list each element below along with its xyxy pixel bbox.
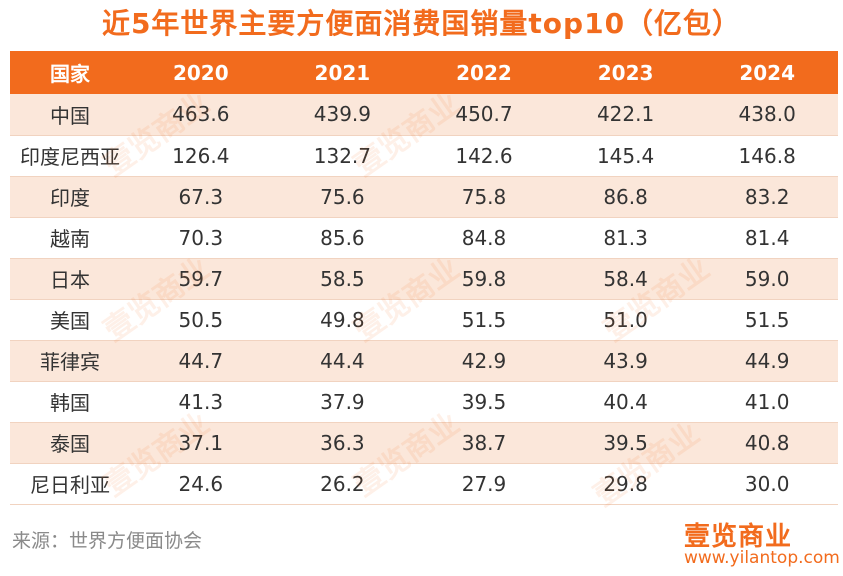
source-note: 来源：世界方便面协会 bbox=[12, 530, 203, 552]
header-year: 2024 bbox=[739, 60, 796, 85]
value-cell: 41.3 bbox=[178, 389, 224, 414]
value-cell: 39.5 bbox=[461, 389, 507, 414]
value-cell: 27.9 bbox=[461, 471, 507, 496]
value-cell: 51.5 bbox=[461, 307, 507, 332]
value-cell: 439.9 bbox=[313, 102, 372, 127]
header-year: 2021 bbox=[314, 60, 371, 85]
brand-logo: 壹览商业 www.yilantop.com bbox=[684, 516, 840, 572]
value-cell: 29.8 bbox=[603, 471, 648, 496]
value-cell: 24.6 bbox=[178, 471, 224, 496]
value-cell: 50.5 bbox=[178, 307, 224, 332]
value-cell: 26.2 bbox=[320, 471, 365, 496]
value-cell: 132.7 bbox=[313, 143, 372, 168]
value-cell: 51.0 bbox=[603, 307, 648, 332]
value-cell: 42.9 bbox=[461, 348, 507, 373]
table-row: 日本 59.7 58.5 59.8 58.4 59.0 bbox=[10, 258, 838, 299]
value-cell: 40.4 bbox=[603, 389, 648, 414]
header-year: 2022 bbox=[456, 60, 512, 85]
country-cell: 印度 bbox=[50, 186, 90, 210]
country-cell: 中国 bbox=[50, 103, 90, 128]
header-country: 国家 bbox=[50, 62, 90, 86]
value-cell: 37.9 bbox=[320, 389, 365, 414]
header-year: 2023 bbox=[597, 60, 654, 85]
value-cell: 51.5 bbox=[744, 307, 790, 332]
value-cell: 86.8 bbox=[603, 184, 648, 209]
value-cell: 59.8 bbox=[461, 266, 507, 291]
table-row: 菲律宾 44.7 44.4 42.9 43.9 44.9 bbox=[10, 340, 838, 381]
table-row: 越南 70.3 85.6 84.8 81.3 81.4 bbox=[10, 217, 838, 258]
table-row: 印度 67.3 75.6 75.8 86.8 83.2 bbox=[10, 176, 838, 217]
value-cell: 81.4 bbox=[744, 225, 790, 250]
table-row: 泰国 37.1 36.3 38.7 39.5 40.8 bbox=[10, 422, 838, 463]
value-cell: 44.4 bbox=[320, 348, 365, 373]
value-cell: 58.4 bbox=[603, 266, 648, 291]
value-cell: 59.7 bbox=[178, 266, 224, 291]
value-cell: 40.8 bbox=[744, 430, 790, 455]
country-cell: 韩国 bbox=[50, 391, 90, 415]
country-cell: 日本 bbox=[50, 268, 90, 292]
value-cell: 463.6 bbox=[172, 102, 230, 127]
value-cell: 41.0 bbox=[744, 389, 790, 414]
value-cell: 85.6 bbox=[320, 225, 365, 250]
value-cell: 438.0 bbox=[738, 102, 796, 127]
value-cell: 38.7 bbox=[461, 430, 507, 455]
value-cell: 67.3 bbox=[178, 184, 224, 209]
value-cell: 146.8 bbox=[738, 143, 796, 168]
table-row: 尼日利亚 24.6 26.2 27.9 29.8 30.0 bbox=[10, 463, 838, 504]
value-cell: 39.5 bbox=[603, 430, 648, 455]
value-cell: 450.7 bbox=[455, 102, 513, 127]
value-cell: 59.0 bbox=[744, 266, 790, 291]
table-row: 韩国 41.3 37.9 39.5 40.4 41.0 bbox=[10, 381, 838, 422]
value-cell: 49.8 bbox=[320, 307, 365, 332]
value-cell: 37.1 bbox=[178, 430, 224, 455]
header-year: 2020 bbox=[172, 60, 229, 85]
value-cell: 44.9 bbox=[744, 348, 790, 373]
value-cell: 58.5 bbox=[320, 266, 365, 291]
logo-url: www.yilantop.com bbox=[684, 548, 840, 568]
value-cell: 70.3 bbox=[178, 225, 224, 250]
country-cell: 越南 bbox=[50, 227, 90, 251]
table-row: 美国 50.5 49.8 51.5 51.0 51.5 bbox=[10, 299, 838, 340]
value-cell: 75.8 bbox=[461, 184, 507, 209]
value-cell: 43.9 bbox=[603, 348, 648, 373]
country-cell: 泰国 bbox=[50, 432, 90, 456]
value-cell: 84.8 bbox=[461, 225, 507, 250]
value-cell: 81.3 bbox=[603, 225, 648, 250]
value-cell: 126.4 bbox=[172, 143, 230, 168]
table-row: 中国 463.6 439.9 450.7 422.1 438.0 bbox=[10, 94, 838, 135]
sales-table: 国家 2020 2021 2022 2023 2024 中国 463.6 439.9… bbox=[10, 51, 838, 505]
country-cell: 菲律宾 bbox=[40, 350, 100, 374]
value-cell: 83.2 bbox=[744, 184, 790, 209]
country-cell: 尼日利亚 bbox=[30, 473, 110, 497]
value-cell: 142.6 bbox=[455, 143, 513, 168]
value-cell: 44.7 bbox=[178, 348, 224, 373]
table-body: 中国 463.6 439.9 450.7 422.1 438.0 印度尼西亚 126.4 132… bbox=[10, 94, 838, 504]
country-cell: 印度尼西亚 bbox=[20, 145, 120, 169]
value-cell: 30.0 bbox=[744, 471, 790, 496]
country-cell: 美国 bbox=[50, 309, 90, 333]
table-header-row: 国家 2020 2021 2022 2023 2024 bbox=[10, 51, 838, 94]
logo-name: 壹览商业 bbox=[684, 522, 793, 552]
value-cell: 75.6 bbox=[320, 184, 365, 209]
value-cell: 422.1 bbox=[596, 102, 655, 127]
value-cell: 145.4 bbox=[596, 143, 655, 168]
value-cell: 36.3 bbox=[320, 430, 365, 455]
table-row: 印度尼西亚 126.4 132.7 142.6 145.4 146.8 bbox=[10, 135, 838, 176]
page-title: 近5年世界主要方便面消费国销量top10（亿包） bbox=[101, 7, 742, 40]
